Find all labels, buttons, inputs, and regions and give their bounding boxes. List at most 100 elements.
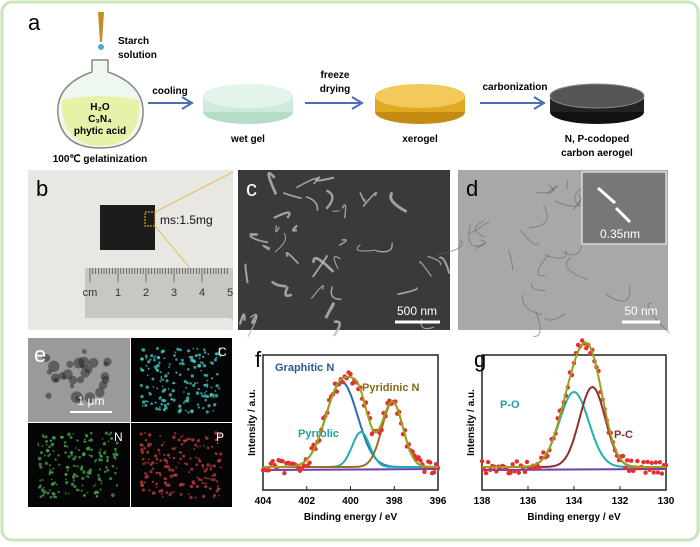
map-dot	[169, 457, 171, 459]
map-dot	[87, 447, 90, 450]
map-dot	[170, 491, 172, 493]
map-dot	[184, 462, 186, 464]
map-dot	[87, 476, 89, 478]
map-dot	[167, 372, 169, 374]
map-dot	[166, 491, 169, 494]
map-dot	[38, 445, 40, 447]
map-dot	[203, 348, 206, 351]
map-dot	[162, 379, 164, 381]
map-dot	[87, 492, 89, 494]
drop	[98, 44, 104, 50]
map-dot	[51, 443, 54, 446]
map-dot	[200, 392, 202, 394]
map-dot	[219, 452, 222, 455]
map-dot	[146, 451, 149, 454]
map-dot	[195, 463, 198, 466]
stem-dot	[69, 376, 77, 384]
x-tick-label: 400	[342, 496, 359, 507]
map-dot	[200, 370, 202, 372]
map-dot	[216, 384, 219, 387]
stem-dot	[62, 376, 66, 380]
map-dot	[89, 454, 91, 456]
map-dot	[87, 471, 90, 474]
data-point	[649, 461, 653, 465]
map-dot	[198, 353, 201, 356]
map-dot	[64, 445, 67, 448]
map-dot	[169, 393, 172, 396]
map-dot	[95, 459, 97, 461]
map-dot	[154, 454, 158, 458]
map-dot	[112, 453, 115, 456]
map-dot	[103, 442, 106, 445]
map-dot	[54, 458, 56, 460]
map-dot	[76, 489, 79, 492]
map-dot	[185, 387, 187, 389]
map-dot	[189, 356, 191, 358]
panel-label: b	[36, 176, 48, 201]
map-dot	[174, 432, 176, 434]
map-dot	[148, 368, 150, 370]
ruler-label: 5	[227, 287, 233, 299]
data-point	[484, 471, 488, 475]
ruler-label: 1	[115, 287, 121, 299]
panel-label: c	[246, 176, 257, 201]
map-dot	[211, 464, 213, 466]
x-tick-label: 404	[255, 496, 272, 507]
data-point	[525, 460, 529, 464]
map-dot	[205, 374, 208, 377]
data-point	[660, 471, 664, 475]
map-dot	[110, 437, 113, 440]
map-dot	[214, 358, 217, 361]
map-dot	[91, 449, 94, 452]
map-dot	[218, 387, 220, 389]
map-dot	[95, 484, 97, 486]
map-dot	[190, 485, 193, 488]
map-dot	[162, 349, 165, 352]
map-dot	[53, 436, 56, 439]
map-dot	[96, 495, 99, 498]
data-point	[267, 468, 271, 472]
map-dot	[202, 407, 204, 409]
map-dot	[168, 468, 171, 471]
ruler-label: 3	[171, 287, 177, 299]
stem-dot	[82, 349, 87, 354]
map-dot	[199, 361, 201, 363]
map-dot	[214, 452, 216, 454]
map-dot	[73, 433, 75, 435]
map-dot	[57, 454, 59, 456]
map-dot	[197, 364, 201, 368]
map-dot	[195, 497, 197, 499]
map-dot	[173, 491, 175, 493]
map-dot	[202, 467, 204, 469]
map-dot	[185, 410, 187, 412]
map-dot	[220, 466, 222, 468]
map-dot	[99, 479, 101, 481]
map-dot	[163, 408, 166, 411]
map-dot	[155, 407, 158, 410]
map-dot	[213, 478, 216, 481]
map-dot	[145, 365, 147, 367]
x-tick-label: 136	[520, 496, 537, 507]
map-dot	[116, 467, 118, 469]
map-dot	[179, 457, 182, 460]
map-dot	[196, 485, 199, 488]
data-point	[621, 454, 625, 458]
data-point	[641, 460, 645, 464]
panel-label: g	[474, 347, 486, 372]
data-point	[515, 459, 519, 463]
map-dot	[159, 380, 161, 382]
map-dot	[150, 463, 153, 466]
map-dot	[83, 494, 86, 497]
map-dot	[213, 403, 216, 406]
map-dot	[38, 457, 42, 461]
peak-label: P-C	[614, 429, 633, 441]
flask-text: H₂O	[90, 102, 110, 113]
stem-dot	[101, 372, 109, 380]
map-dot	[146, 358, 148, 360]
data-point	[480, 459, 484, 463]
map-dot	[161, 493, 163, 495]
map-dot	[183, 391, 185, 393]
map-dot	[159, 453, 161, 455]
map-dot	[115, 451, 117, 453]
map-dot	[101, 480, 103, 482]
